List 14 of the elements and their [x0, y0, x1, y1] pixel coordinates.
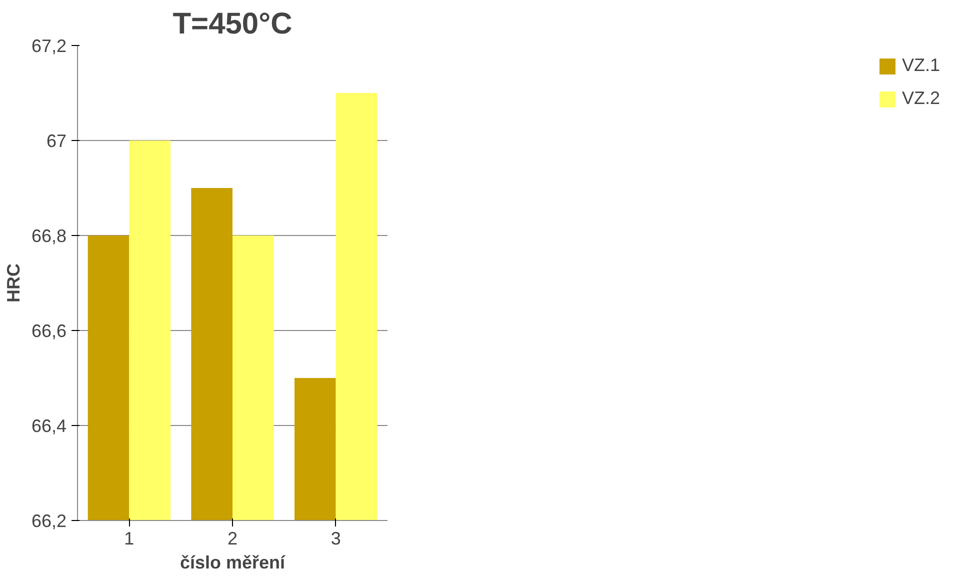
y-tick-label: 66,4 — [31, 416, 67, 436]
legend-label: VZ.1 — [902, 55, 940, 76]
x-tick-label: 1 — [124, 528, 134, 548]
chart-title: T=450°C — [172, 8, 292, 40]
y-axis-title: HRC — [3, 264, 24, 302]
y-tick-label: 66,2 — [31, 511, 67, 531]
y-tick-label: 66,8 — [31, 226, 67, 246]
y-tick-label: 67 — [46, 131, 67, 151]
legend-label: VZ.2 — [902, 88, 940, 109]
x-tick-label: 2 — [227, 528, 238, 548]
x-tick-label: 3 — [330, 528, 341, 548]
x-axis-title: číslo měření — [180, 552, 286, 572]
y-tick-label: 66,6 — [31, 321, 67, 341]
y-tick-label: 67,2 — [31, 36, 67, 56]
